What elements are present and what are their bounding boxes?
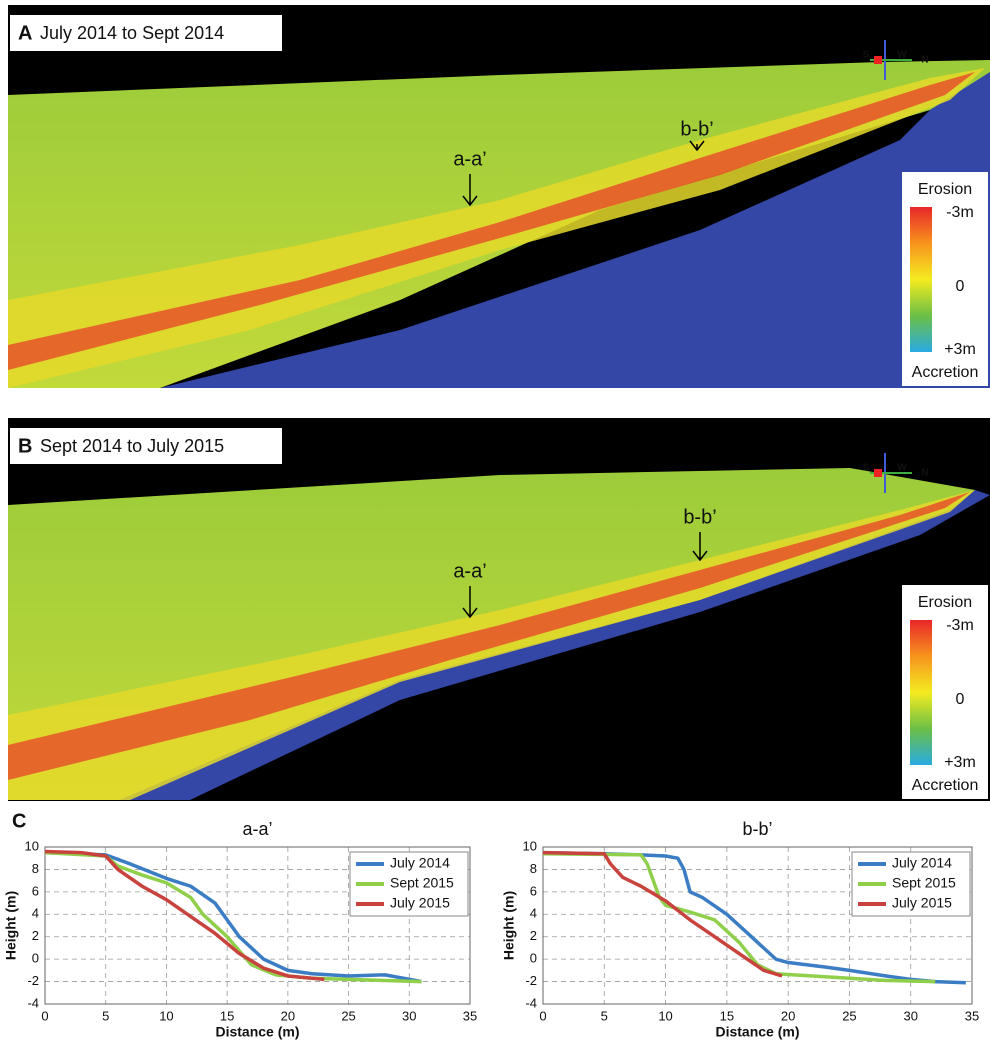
y-tick-label: 2 — [32, 928, 39, 943]
compass-label: W — [897, 463, 907, 474]
profile-marker: b-b’ — [683, 506, 716, 528]
panel-letter: C — [12, 810, 26, 832]
colorbar-label: -3m — [946, 617, 974, 634]
x-tick-label: 5 — [102, 1008, 109, 1023]
x-tick-label: 20 — [781, 1008, 795, 1023]
colorbar-label: 0 — [956, 691, 965, 708]
x-tick-label: 30 — [903, 1008, 917, 1023]
compass-label: S — [863, 50, 870, 61]
y-tick-label: -2 — [525, 973, 537, 988]
y-tick-label: 6 — [32, 883, 39, 898]
legend-label: July 2014 — [390, 855, 450, 871]
x-tick-label: 15 — [720, 1008, 734, 1023]
series-line — [44, 850, 422, 984]
x-tick-label: 15 — [220, 1008, 234, 1023]
y-tick-label: 8 — [530, 861, 537, 876]
colorbar-footer: Accretion — [912, 777, 979, 794]
y-tick-label: -4 — [27, 995, 39, 1010]
panel-title-box — [10, 428, 282, 464]
series-line — [542, 850, 783, 978]
colorbar-footer: Accretion — [912, 364, 979, 381]
chart-title: a-a’ — [242, 819, 272, 839]
legend-label: Sept 2015 — [892, 875, 956, 891]
chart-title: b-b’ — [742, 819, 772, 839]
y-tick-label: 2 — [530, 928, 537, 943]
panel-letter: B — [18, 435, 32, 457]
legend-label: July 2014 — [892, 855, 952, 871]
profile-marker: a-a’ — [453, 560, 486, 582]
y-tick-label: 0 — [530, 951, 537, 966]
panel-title-box — [10, 15, 282, 51]
series-line — [542, 850, 966, 985]
y-axis-label: Height (m) — [3, 891, 19, 960]
colorbar — [910, 620, 932, 765]
water — [160, 72, 990, 388]
water — [120, 490, 990, 800]
y-tick-label: 4 — [530, 906, 537, 921]
x-axis-label: Distance (m) — [215, 1024, 299, 1040]
legend-label: July 2015 — [892, 895, 952, 911]
compass-label: N — [921, 468, 928, 479]
compass-label: N — [921, 55, 928, 66]
x-tick-label: 25 — [341, 1008, 355, 1023]
x-tick-label: 0 — [41, 1008, 48, 1023]
colorbar — [910, 207, 932, 352]
y-tick-label: -4 — [525, 995, 537, 1010]
legend-label: Sept 2015 — [390, 875, 454, 891]
legend-label: July 2015 — [390, 895, 450, 911]
x-tick-label: 35 — [965, 1008, 979, 1023]
cliff-erosion — [8, 72, 975, 370]
y-tick-label: 4 — [32, 906, 39, 921]
colorbar-title: Erosion — [918, 594, 972, 611]
colorbar-label: 0 — [956, 278, 965, 295]
compass-marker — [874, 469, 882, 477]
y-axis-label: Height (m) — [501, 891, 517, 960]
x-tick-label: 5 — [601, 1008, 608, 1023]
x-tick-label: 10 — [159, 1008, 173, 1023]
y-tick-label: -2 — [27, 973, 39, 988]
plot-frame — [542, 846, 973, 1005]
x-tick-label: 30 — [402, 1008, 416, 1023]
series-line — [542, 851, 936, 984]
series-line — [44, 850, 422, 984]
colorbar-label: +3m — [944, 754, 976, 771]
panel-title: July 2014 to Sept 2014 — [40, 23, 224, 43]
compass-label: S — [863, 463, 870, 474]
y-tick-label: 10 — [25, 838, 39, 853]
y-tick-label: 8 — [32, 861, 39, 876]
compass-label: W — [897, 50, 907, 61]
x-tick-label: 25 — [842, 1008, 856, 1023]
plot-frame — [44, 846, 471, 1005]
colorbar-label: +3m — [944, 341, 976, 358]
x-tick-label: 0 — [539, 1008, 546, 1023]
marker-arrow — [462, 174, 478, 207]
marker-arrow — [462, 586, 478, 619]
profile-marker: b-b’ — [680, 118, 713, 140]
y-tick-label: 6 — [530, 883, 537, 898]
panel-title: Sept 2014 to July 2015 — [40, 436, 224, 456]
cliff-erosion — [8, 492, 970, 780]
compass-marker — [874, 56, 882, 64]
y-tick-label: 0 — [32, 951, 39, 966]
y-tick-label: 10 — [523, 838, 537, 853]
colorbar-label: -3m — [946, 204, 974, 221]
marker-arrow — [689, 140, 705, 152]
colorbar-title: Erosion — [918, 181, 972, 198]
profile-marker: a-a’ — [453, 148, 486, 170]
panel-letter: A — [18, 22, 32, 44]
x-tick-label: 35 — [463, 1008, 477, 1023]
x-tick-label: 10 — [658, 1008, 672, 1023]
marker-arrow — [692, 532, 708, 562]
x-axis-label: Distance (m) — [715, 1024, 799, 1040]
series-line — [44, 849, 325, 982]
x-tick-label: 20 — [281, 1008, 295, 1023]
